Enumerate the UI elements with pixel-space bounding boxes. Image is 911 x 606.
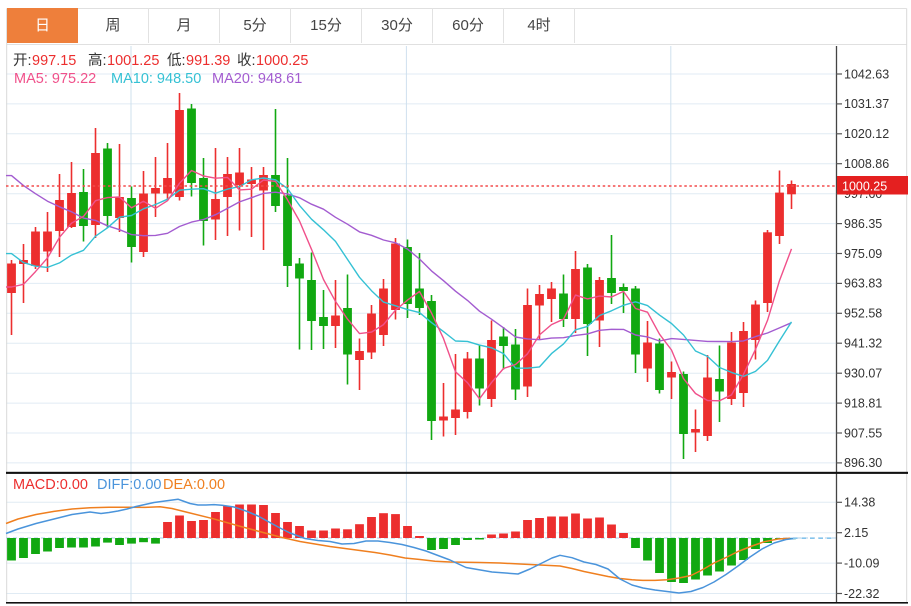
svg-text:开:997.15高:1001.25低:991.39收:100: 开:997.15 高:1001.25 低:991.39 收:1000.25: [13, 52, 308, 69]
svg-text:-10.09: -10.09: [844, 556, 879, 570]
svg-text:1042.63: 1042.63: [844, 67, 889, 81]
svg-text:1008.86: 1008.86: [844, 157, 889, 171]
svg-text:896.30: 896.30: [844, 456, 882, 470]
svg-text:986.35: 986.35: [844, 217, 882, 231]
svg-text:2.15: 2.15: [844, 526, 868, 540]
svg-text:-22.32: -22.32: [844, 587, 879, 601]
svg-text:941.32: 941.32: [844, 337, 882, 351]
svg-text:963.83: 963.83: [844, 277, 882, 291]
svg-text:952.58: 952.58: [844, 307, 882, 321]
svg-text:1000.25: 1000.25: [842, 179, 887, 193]
svg-text:907.55: 907.55: [844, 426, 882, 440]
svg-text:930.07: 930.07: [844, 367, 882, 381]
svg-text:975.09: 975.09: [844, 247, 882, 261]
svg-text:1020.12: 1020.12: [844, 127, 889, 141]
svg-text:14.38: 14.38: [844, 496, 875, 510]
svg-text:1031.37: 1031.37: [844, 97, 889, 111]
svg-text:918.81: 918.81: [844, 396, 882, 410]
